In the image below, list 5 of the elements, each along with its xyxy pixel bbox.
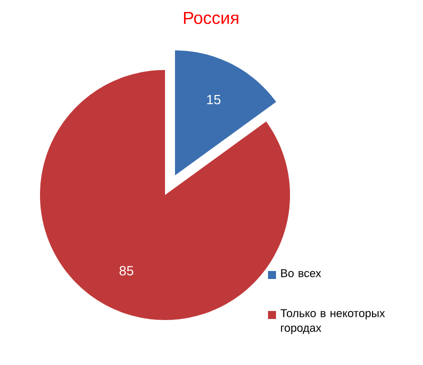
chart-title: Россия [184,12,238,24]
data-label: 85 [120,266,134,276]
data-label: 15 [207,95,220,104]
legend-label: Во всех [281,269,322,278]
legend-label: Только в некоторых городах [280,309,385,334]
